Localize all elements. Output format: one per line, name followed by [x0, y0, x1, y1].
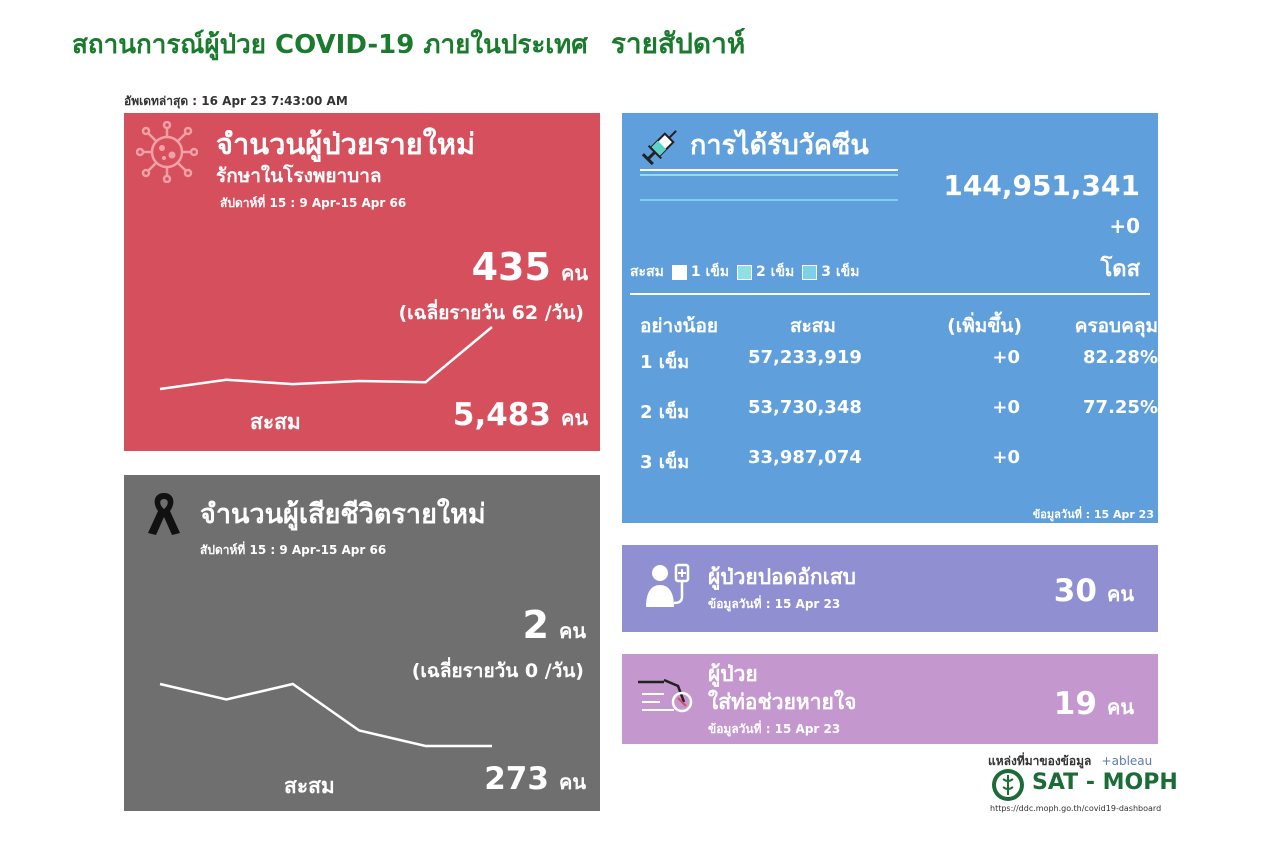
legend-label-dose2: 2 เข็ม: [756, 264, 795, 280]
black-ribbon-icon: [148, 493, 180, 535]
new-cases-cumulative: 5,483 คน: [453, 397, 588, 434]
row-dose: 1 เข็ม: [640, 352, 690, 373]
ventilator-panel: ผู้ป่วย ใส่ท่อช่วยหายใจ ข้อมูลวันที่ : 1…: [622, 654, 1158, 744]
syringe-icon: [641, 130, 677, 166]
new-cases-count: 435 คน: [472, 245, 588, 289]
trend-polyline: [159, 682, 492, 748]
new-deaths-cumulative-value: 273: [484, 761, 549, 797]
new-deaths-cumulative-label: สะสม: [284, 774, 335, 798]
pneumonia-title: ผู้ป่วยปอดอักเสบ: [708, 565, 856, 589]
vaccination-unit: โดส: [1100, 257, 1140, 282]
table-row: 3 เข็ม 33,987,074 +0: [640, 447, 1150, 497]
page-title: สถานการณ์ผู้ป่วย COVID-19 ภายในประเทศ รา…: [72, 22, 745, 66]
moph-logo-icon: [992, 769, 1024, 801]
new-deaths-count-unit: คน: [558, 619, 586, 643]
legend-label-dose1: 1 เข็ม: [690, 264, 730, 280]
ventilator-title-line2: ใส่ท่อช่วยหายใจ: [708, 690, 857, 714]
new-deaths-count: 2 คน: [522, 603, 586, 647]
legend-swatch-dose1: [671, 264, 687, 280]
new-cases-title: จำนวนผู้ป่วยรายใหม่: [216, 127, 476, 161]
header-dose: อย่างน้อย: [640, 315, 719, 337]
pneumonia-panel: ผู้ป่วยปอดอักเสบ ข้อมูลวันที่ : 15 Apr 2…: [622, 545, 1158, 632]
new-deaths-cumulative-unit: คน: [558, 770, 586, 794]
data-source-label: แหล่งที่มาของข้อมูล: [988, 754, 1092, 768]
pneumonia-count-unit: คน: [1106, 582, 1134, 606]
tableau-logo: +ableau: [1101, 754, 1153, 768]
header-increase: (เพิ่มขึ้น): [947, 315, 1022, 337]
vaccination-divider: [630, 293, 1150, 295]
new-cases-cumulative-label: สะสม: [250, 410, 301, 434]
pneumonia-count: 30 คน: [1054, 573, 1134, 610]
table-row: 2 เข็ม 53,730,348 +0 77.25%: [640, 397, 1158, 447]
pneumonia-count-value: 30: [1053, 573, 1097, 609]
legend-swatch-dose3: [802, 264, 818, 280]
vaccination-title: การได้รับวัคซีน: [690, 130, 869, 161]
trend-polyline: [159, 326, 493, 391]
vaccine-bar-dose2: [640, 174, 898, 176]
legend-label-dose3: 3 เข็ม: [821, 264, 860, 280]
vaccination-data-date: ข้อมูลวันที่ : 15 Apr 23: [1032, 508, 1154, 521]
new-cases-cumulative-unit: คน: [560, 406, 588, 430]
new-deaths-panel: จำนวนผู้เสียชีวิตรายใหม่ สัปดาห์ที่ 15 :…: [124, 475, 600, 811]
header-cumulative: สะสม: [790, 315, 836, 337]
new-cases-count-value: 435: [471, 245, 551, 289]
new-deaths-cumulative: 273 คน: [484, 761, 586, 798]
row-cumulative: 57,233,919: [748, 347, 862, 368]
org-name: SAT - MOPH: [1032, 770, 1178, 795]
page-title-main: สถานการณ์ผู้ป่วย COVID-19 ภายในประเทศ: [72, 30, 588, 60]
row-cumulative: 33,987,074: [748, 447, 862, 468]
row-dose: 2 เข็ม: [640, 402, 690, 423]
vaccination-legend: สะสม 1 เข็ม 2 เข็ม 3 เข็ม: [630, 261, 859, 283]
data-source: แหล่งที่มาของข้อมูล +ableau: [988, 752, 1152, 771]
table-row: 1 เข็ม 57,233,919 +0 82.28%: [640, 347, 1158, 397]
row-dose: 3 เข็ม: [640, 452, 690, 473]
patient-iv-icon: [646, 563, 690, 607]
vaccination-table-header: อย่างน้อย สะสม (เพิ่มขึ้น) ครอบคลุม: [640, 311, 1158, 361]
row-increase: +0: [992, 347, 1020, 368]
row-increase: +0: [992, 447, 1020, 468]
new-deaths-title: จำนวนผู้เสียชีวิตรายใหม่: [200, 499, 486, 530]
ventilator-count: 19 คน: [1054, 686, 1134, 723]
vaccination-panel: การได้รับวัคซีน 144,951,341 +0 โดส สะสม …: [622, 113, 1158, 523]
vaccine-bar-dose1: [640, 169, 898, 171]
ventilator-data-date: ข้อมูลวันที่ : 15 Apr 23: [708, 722, 841, 736]
ventilator-title-line1: ผู้ป่วย: [708, 662, 758, 686]
new-deaths-count-value: 2: [522, 603, 549, 647]
new-cases-count-unit: คน: [560, 261, 588, 285]
page-title-weekly: รายสัปดาห์: [610, 27, 746, 60]
last-updated: อัพเดทล่าสุด : 16 Apr 23 7:43:00 AM: [124, 94, 348, 108]
legend-swatch-dose2: [737, 264, 753, 280]
pneumonia-data-date: ข้อมูลวันที่ : 15 Apr 23: [708, 597, 841, 611]
vaccine-bar-dose3: [640, 199, 898, 201]
row-cumulative: 53,730,348: [748, 397, 862, 418]
dashboard-url: https://ddc.moph.go.th/covid19-dashboard: [990, 804, 1162, 813]
virus-icon: [136, 121, 198, 183]
vaccination-increase: +0: [1109, 214, 1140, 238]
ventilator-count-unit: คน: [1106, 695, 1134, 719]
new-cases-subtitle: รักษาในโรงพยาบาล: [216, 165, 382, 187]
new-deaths-trend-line: [159, 682, 492, 748]
header-coverage: ครอบคลุม: [1074, 315, 1158, 337]
ventilator-count-value: 19: [1053, 686, 1097, 722]
vaccination-table: อย่างน้อย สะสม (เพิ่มขึ้น) ครอบคลุม 1 เข…: [640, 311, 1158, 497]
new-cases-panel: จำนวนผู้ป่วยรายใหม่ รักษาในโรงพยาบาล สัป…: [124, 113, 600, 451]
new-cases-daily-avg: (เฉลี่ยรายวัน 62 /วัน): [398, 302, 584, 324]
ventilator-icon: [638, 678, 693, 713]
new-deaths-week: สัปดาห์ที่ 15 : 9 Apr-15 Apr 66: [200, 543, 387, 557]
vaccination-total: 144,951,341: [943, 169, 1140, 202]
legend-prefix: สะสม: [630, 264, 664, 280]
new-cases-trend-line: [159, 326, 493, 391]
row-increase: +0: [992, 397, 1020, 418]
row-coverage: 82.28%: [1083, 347, 1158, 368]
new-deaths-daily-avg: (เฉลี่ยรายวัน 0 /วัน): [411, 660, 584, 682]
new-cases-cumulative-value: 5,483: [452, 397, 551, 433]
row-coverage: 77.25%: [1083, 397, 1158, 418]
new-cases-week: สัปดาห์ที่ 15 : 9 Apr-15 Apr 66: [220, 196, 407, 210]
